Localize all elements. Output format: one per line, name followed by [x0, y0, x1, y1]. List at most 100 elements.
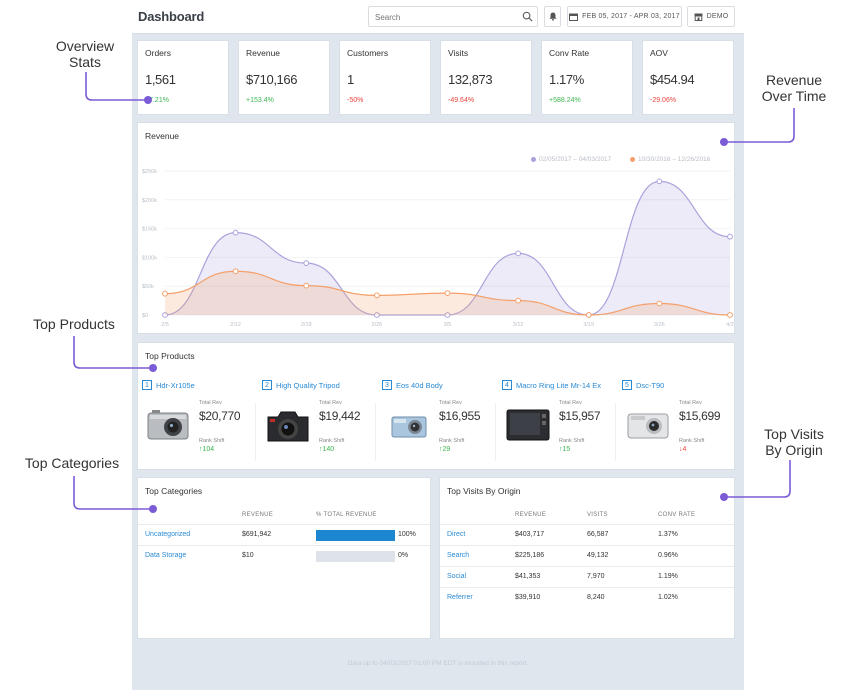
column-header-revenue: REVENUE	[242, 512, 274, 518]
category-link[interactable]: Uncategorized	[145, 531, 191, 538]
category-revenue: $10	[242, 552, 254, 559]
product-item[interactable]: 2 High Quality Tripod Total Rev $19,442 …	[258, 373, 376, 463]
rank-shift-value: ↑140	[319, 446, 334, 453]
series-area	[165, 181, 730, 315]
rank-shift-value: ↑15	[559, 446, 570, 453]
stat-value: $454.94	[650, 72, 695, 87]
table-row: Social $41,353 7,970 1.19%	[440, 566, 734, 587]
date-range-button[interactable]: FEB 05, 2017 - APR 03, 2017	[567, 6, 682, 27]
rank-shift-label: Rank Shift	[559, 438, 585, 444]
column-header-revenue: REVENUE	[515, 512, 547, 518]
arrow-up-icon: ↑	[199, 446, 203, 453]
x-tick-label: 2/19	[301, 322, 312, 328]
x-tick-label: 2/26	[372, 322, 383, 328]
origin-visits: 49,132	[587, 552, 609, 559]
search-input[interactable]	[369, 8, 509, 27]
stat-card-customers[interactable]: Customers 1 -50%	[339, 40, 431, 115]
product-item[interactable]: 1 Hdr-Xr105e Total Rev $20,770 Rank Shif…	[138, 373, 256, 463]
demo-button[interactable]: DEMO	[687, 6, 735, 27]
product-item[interactable]: 4 Macro Ring Lite Mr-14 Ex Total Rev $15…	[498, 373, 616, 463]
compact-camera-icon	[391, 416, 427, 438]
dashboard-panel: Dashboard FEB 05, 2017 - APR	[132, 0, 744, 690]
percent-bar	[316, 530, 395, 541]
rank-shift-value: ↓4	[679, 446, 686, 453]
origin-visits: 7,970	[587, 573, 605, 580]
annotation-line: Top Products	[33, 316, 115, 332]
origin-conv-rate: 0.96%	[658, 552, 678, 559]
annotation-line: Overview	[55, 38, 115, 54]
dslr-camera-icon	[267, 411, 309, 442]
legend-item-previous[interactable]: 10/30/2016 – 12/26/2016	[630, 156, 710, 163]
stat-card-orders[interactable]: Orders 1,561 +7.21%	[137, 40, 229, 115]
legend-item-current[interactable]: 02/05/2017 – 04/03/2017	[531, 156, 611, 163]
annotation-revenue-over-time: Revenue Over Time	[748, 72, 840, 104]
legend-swatch	[630, 157, 635, 162]
arrow-up-icon: ↑	[559, 446, 563, 453]
total-rev-value: $16,955	[439, 409, 481, 423]
search-icon[interactable]	[522, 11, 533, 22]
origin-link[interactable]: Social	[447, 573, 467, 580]
series-line	[164, 180, 731, 316]
product-item[interactable]: 5 Dsc-T90 Total Rev $15,699 Rank Shift ↓…	[618, 373, 736, 463]
origin-link[interactable]: Direct	[447, 531, 466, 538]
column-header-conv-rate: CONV RATE	[658, 512, 696, 518]
origin-link[interactable]: Referrer	[447, 594, 473, 601]
revenue-chart: $250k $200k $150k $100k $50k $0 2/5 2/12 2/19 2/2…	[142, 169, 734, 328]
product-name-link[interactable]: Macro Ring Lite Mr-14 Ex	[516, 381, 602, 390]
top-visits-card: Top Visits By Origin REVENUE VISITS CONV…	[439, 477, 735, 639]
category-revenue: $691,942	[242, 531, 272, 538]
stat-label: Orders	[145, 48, 171, 58]
product-rank: 1	[142, 380, 152, 390]
column-header-visits: VISITS	[587, 512, 608, 518]
rank-shift-number: 15	[562, 446, 571, 453]
divider	[495, 403, 496, 461]
stat-value: 1	[347, 72, 354, 87]
stat-card-revenue[interactable]: Revenue $710,166 +153.4%	[238, 40, 330, 115]
y-tick-label: $100k	[142, 255, 157, 261]
top-bar: Dashboard FEB 05, 2017 - APR	[132, 0, 744, 34]
origin-revenue: $41,353	[515, 573, 541, 580]
x-tick-label: 4/2	[726, 322, 734, 328]
data-point	[373, 292, 380, 299]
product-name-link[interactable]: Dsc-T90	[636, 381, 665, 390]
page-title: Dashboard	[138, 9, 205, 24]
data-point	[303, 282, 310, 289]
product-name-link[interactable]: Hdr-Xr105e	[156, 381, 195, 390]
category-percent: 100%	[398, 531, 416, 538]
origin-conv-rate: 1.02%	[658, 594, 678, 601]
annotation-line: Revenue	[765, 72, 823, 88]
table-row: Data Storage $10 0%	[138, 545, 430, 566]
legend-label: 02/05/2017 – 04/03/2017	[539, 156, 612, 163]
annotation-top-visits: Top Visits By Origin	[748, 426, 840, 458]
stat-card-conv-rate[interactable]: Conv Rate 1.17% +588.24%	[541, 40, 633, 115]
stat-card-aov[interactable]: AOV $454.94 -29.06%	[642, 40, 734, 115]
stat-value: $710,166	[246, 72, 298, 87]
compact-camera-icon	[627, 413, 669, 439]
origin-visits: 66,587	[587, 531, 609, 538]
table-row: Uncategorized $691,942 100%	[138, 524, 430, 545]
total-rev-label: Total Rev	[439, 400, 462, 406]
origin-revenue: $39,910	[515, 594, 541, 601]
search-box[interactable]	[368, 6, 538, 27]
notifications-button[interactable]	[544, 6, 561, 27]
percent-bar	[316, 551, 395, 562]
y-tick-label: $200k	[142, 198, 157, 204]
product-name-link[interactable]: Eos 40d Body	[396, 381, 443, 390]
table-row: Referrer $39,910 8,240 1.02%	[440, 587, 734, 608]
stat-card-visits[interactable]: Visits 132,873 -49.64%	[440, 40, 532, 115]
top-products-card: Top Products 1 Hdr-Xr105e Total Rev $20,…	[137, 342, 735, 470]
stat-change: -29.06%	[650, 97, 677, 104]
category-link[interactable]: Data Storage	[145, 552, 187, 559]
product-item[interactable]: 3 Eos 40d Body Total Rev $16,955 Rank Sh…	[378, 373, 496, 463]
product-rank: 4	[502, 380, 512, 390]
product-rank: 3	[382, 380, 392, 390]
revenue-chart-title: Revenue	[145, 131, 180, 141]
product-name-link[interactable]: High Quality Tripod	[276, 381, 340, 390]
rank-shift-number: 104	[202, 446, 215, 453]
data-point	[162, 312, 168, 318]
origin-link[interactable]: Search	[447, 552, 470, 559]
stat-value: 1.17%	[549, 72, 584, 87]
percent-bar-fill	[316, 530, 395, 541]
annotation-line: Top Categories	[24, 455, 120, 471]
